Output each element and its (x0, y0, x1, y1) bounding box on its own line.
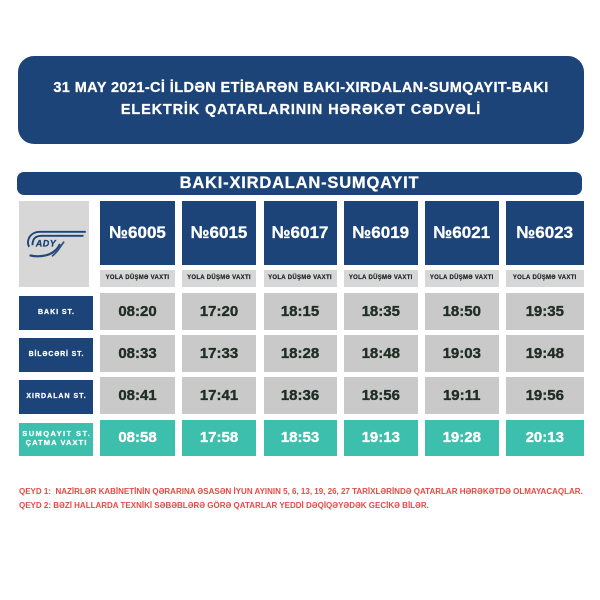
svg-text:ADY: ADY (34, 238, 56, 248)
